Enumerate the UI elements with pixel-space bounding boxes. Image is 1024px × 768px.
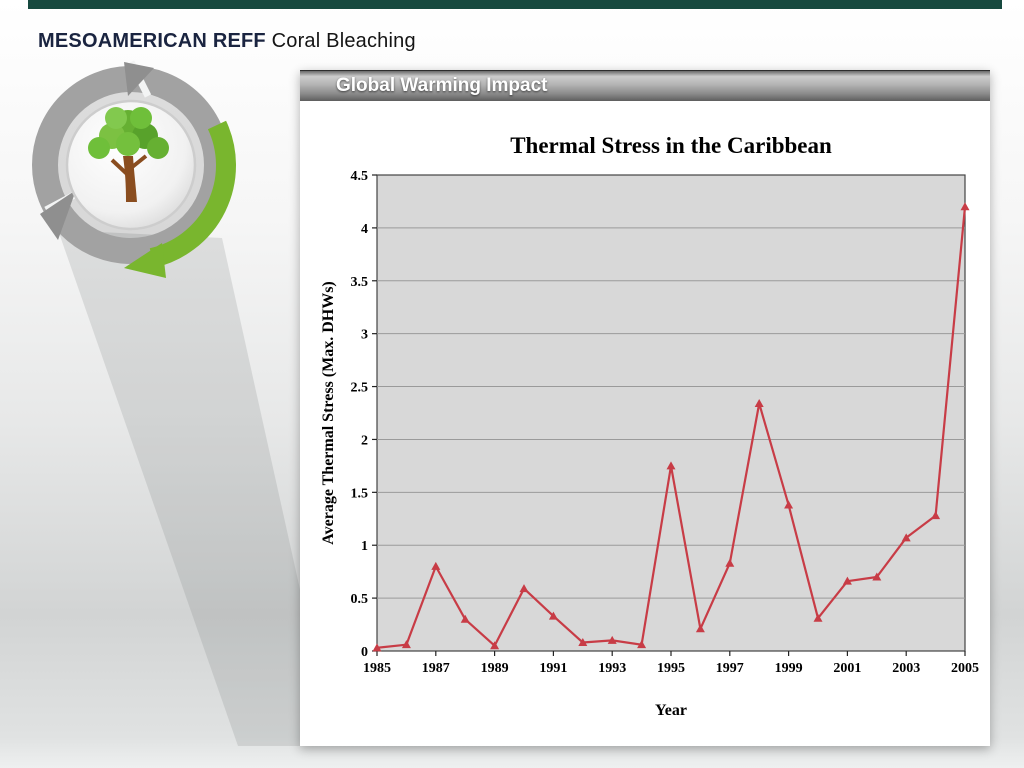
svg-text:1987: 1987 — [422, 661, 450, 676]
chart-plot-area: 0 0.5 1 1.5 2 2.5 3 3.5 4 4.5 1985 1987 1989 1991 1993… — [351, 169, 980, 676]
slide-title-bold: MESOAMERICAN REFF — [38, 30, 266, 52]
svg-text:1.5: 1.5 — [351, 486, 369, 501]
svg-text:1993: 1993 — [598, 661, 626, 676]
chart-container: 0 0.5 1 1.5 2 2.5 3 3.5 4 4.5 1985 1987 1989 1991 1993… — [300, 101, 990, 743]
svg-text:1997: 1997 — [716, 661, 744, 676]
svg-text:4.5: 4.5 — [351, 169, 369, 184]
svg-text:1: 1 — [361, 539, 368, 554]
svg-text:2.5: 2.5 — [351, 381, 369, 396]
svg-text:1991: 1991 — [539, 661, 567, 676]
panel-header-title: Global Warming Impact — [336, 75, 548, 96]
green-arrow-icon — [124, 120, 236, 278]
svg-text:2001: 2001 — [833, 661, 861, 676]
svg-text:2005: 2005 — [951, 661, 979, 676]
svg-text:1989: 1989 — [481, 661, 509, 676]
slide-title: MESOAMERICAN REFF Coral Bleaching — [38, 30, 416, 53]
y-axis-label: Average Thermal Stress (Max. DHWs) — [320, 281, 337, 545]
thermal-stress-chart: 0 0.5 1 1.5 2 2.5 3 3.5 4 4.5 1985 1987 1989 1991 1993… — [320, 133, 980, 719]
svg-text:3: 3 — [361, 328, 368, 343]
svg-text:1995: 1995 — [657, 661, 685, 676]
chart-title: Thermal Stress in the Caribbean — [510, 133, 832, 158]
svg-text:2: 2 — [361, 433, 368, 448]
svg-text:2003: 2003 — [892, 661, 920, 676]
svg-text:1999: 1999 — [775, 661, 803, 676]
x-axis-label: Year — [655, 702, 687, 719]
svg-text:0: 0 — [361, 645, 368, 660]
tree-cycle-logo-icon — [32, 60, 236, 278]
svg-text:4: 4 — [361, 222, 368, 237]
slide-title-regular: Coral Bleaching — [265, 30, 416, 52]
tree-icon — [88, 107, 169, 202]
top-accent-bar — [28, 0, 1002, 9]
svg-text:1985: 1985 — [363, 661, 391, 676]
panel-header: Global Warming Impact — [300, 70, 990, 101]
content-panel: Global Warming Impact 0 0.5 1 1.5 2 2.5 3 3.5 4 4… — [300, 70, 990, 746]
svg-text:3.5: 3.5 — [351, 275, 369, 290]
svg-text:0.5: 0.5 — [351, 592, 369, 607]
